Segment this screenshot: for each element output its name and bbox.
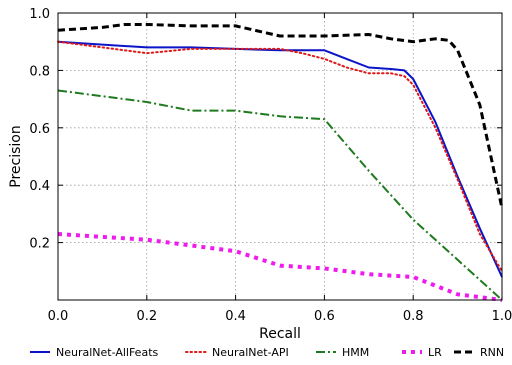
x-tick-label: 0.2	[136, 309, 157, 324]
legend-label-hmm: HMM	[342, 346, 369, 359]
x-tick-label: 1.0	[492, 309, 512, 324]
y-tick-label: 0.8	[29, 64, 50, 79]
series-lines	[57, 23, 504, 302]
tick-marks	[57, 12, 503, 300]
x-tick-label: 0.8	[403, 309, 424, 324]
legend-label-lr: LR	[428, 346, 442, 359]
x-axis-label: Recall	[259, 326, 301, 342]
y-tick-labels: 0.2 0.4 0.6 0.8 1.0	[29, 7, 50, 252]
legend-label-rnn: RNN	[480, 346, 504, 359]
plot-frame	[57, 12, 503, 301]
y-tick-label: 1.0	[29, 7, 50, 22]
series-line-hmm	[57, 89, 503, 301]
x-tick-label: 0.6	[314, 309, 335, 324]
series-line-neuralnet-api	[57, 40, 503, 273]
series-line-rnn	[57, 23, 504, 209]
legend: NeuralNet-AllFeats NeuralNet-API HMM LR RNN	[30, 346, 504, 359]
x-tick-labels: 0.0 0.2 0.4 0.6 0.8 1.0	[48, 309, 512, 324]
series-line-neuralnet-allfeats	[57, 40, 503, 278]
x-tick-label: 0.0	[48, 309, 69, 324]
legend-label-neuralnet-api: NeuralNet-API	[212, 346, 289, 359]
legend-label-neuralnet-allfeats: NeuralNet-AllFeats	[56, 346, 159, 359]
series-line-lr	[57, 232, 503, 302]
y-tick-label: 0.4	[29, 179, 50, 194]
y-tick-label: 0.2	[29, 237, 50, 252]
y-tick-label: 0.6	[29, 122, 50, 137]
grid-lines	[57, 12, 503, 300]
y-axis-label: Precision	[8, 125, 24, 187]
x-tick-label: 0.4	[225, 309, 246, 324]
